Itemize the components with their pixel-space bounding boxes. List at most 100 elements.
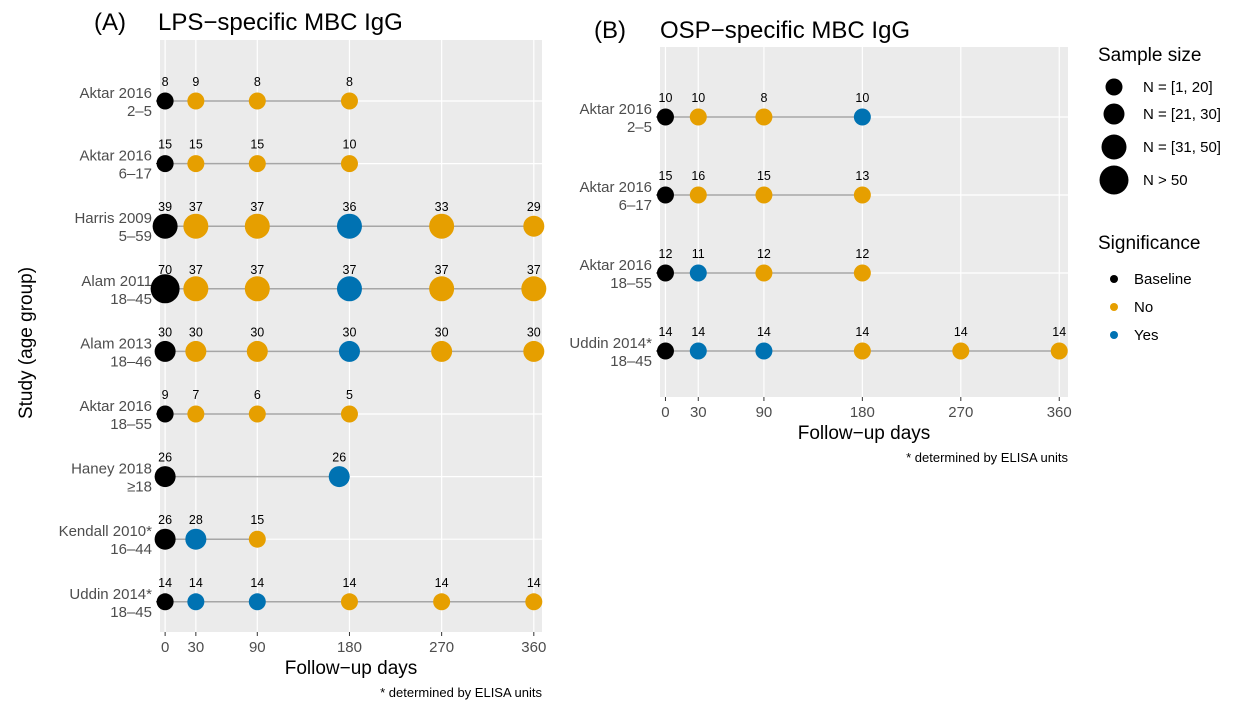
sample-size-label: 37: [189, 263, 203, 277]
x-tick-label: 180: [850, 404, 875, 421]
y-tick-label: Aktar 2016 18–55: [79, 398, 152, 433]
sample-size-label: 14: [659, 325, 673, 339]
y-tick-label: Uddin 2014* 18–45: [69, 586, 152, 621]
data-point: [246, 340, 268, 362]
y-tick-label-age: ≥18: [127, 479, 152, 496]
data-point: [248, 155, 266, 173]
y-tick-label-study: Kendall 2010*: [59, 523, 153, 540]
y-axis-label: Study (age group): [16, 267, 37, 419]
data-point: [156, 405, 174, 423]
data-point: [336, 213, 362, 239]
panel-title: LPS−specific MBC IgG: [158, 9, 403, 36]
x-axis-label: Follow−up days: [285, 658, 418, 679]
data-point: [336, 276, 362, 302]
panel-letter: (A): [94, 9, 126, 36]
data-point: [152, 213, 178, 239]
data-point: [154, 528, 176, 550]
legend-significance-label: Yes: [1134, 327, 1158, 344]
legend-size-title: Sample size: [1098, 45, 1202, 66]
data-point: [689, 264, 707, 282]
sample-size-label: 37: [527, 263, 541, 277]
sample-size-label: 13: [855, 169, 869, 183]
y-tick-label-study: Uddin 2014*: [569, 335, 652, 352]
sample-size-label: 37: [250, 263, 264, 277]
data-point: [340, 405, 358, 423]
y-tick-label: Aktar 2016 2–5: [79, 85, 152, 120]
y-tick-label: Harris 2009 5–59: [74, 210, 152, 245]
footnote: * determined by ELISA units: [906, 450, 1068, 465]
sample-size-label: 15: [659, 169, 673, 183]
sample-size-label: 14: [158, 576, 172, 590]
panel-background: [660, 47, 1068, 397]
x-tick-label: 30: [690, 404, 707, 421]
x-tick-label: 90: [249, 639, 266, 656]
sample-size-label: 37: [250, 200, 264, 214]
y-tick-label-age: 2–5: [127, 103, 152, 120]
data-point: [429, 276, 455, 302]
data-point: [433, 593, 451, 611]
y-tick-label-age: 18–45: [110, 291, 152, 308]
y-tick-label-age: 2–5: [627, 119, 652, 136]
y-tick-label: Aktar 2016 18–55: [579, 257, 652, 292]
footnote: * determined by ELISA units: [380, 685, 542, 700]
sample-size-label: 9: [162, 388, 169, 402]
x-tick-label: 0: [161, 639, 169, 656]
sample-size-label: 39: [158, 200, 172, 214]
data-point: [853, 342, 871, 360]
sample-size-label: 15: [250, 138, 264, 152]
sample-size-label: 26: [332, 451, 346, 465]
data-point: [248, 405, 266, 423]
sample-size-label: 36: [343, 200, 357, 214]
sample-size-label: 14: [855, 325, 869, 339]
y-tick-label: Aktar 2016 6–17: [579, 179, 652, 214]
y-tick-label: Alam 2013 18–46: [80, 335, 152, 370]
data-point: [340, 92, 358, 110]
y-tick-label: Uddin 2014* 18–45: [569, 335, 652, 370]
sample-size-label: 12: [659, 247, 673, 261]
data-point: [248, 530, 266, 548]
sample-size-label: 30: [527, 325, 541, 339]
legend-significance-key: [1110, 303, 1118, 311]
sample-size-label: 12: [855, 247, 869, 261]
sample-size-label: 30: [189, 325, 203, 339]
y-tick-label-study: Uddin 2014*: [69, 586, 152, 603]
legend-significance-label: Baseline: [1134, 271, 1192, 288]
sample-size-label: 11: [692, 247, 705, 261]
data-point: [185, 340, 207, 362]
y-tick-label: Aktar 2016 6–17: [79, 148, 152, 183]
data-point: [853, 108, 871, 126]
y-tick-label-age: 18–45: [110, 604, 152, 621]
legend-significance-key: [1110, 331, 1118, 339]
data-point: [521, 276, 547, 302]
y-tick-label-age: 18–55: [610, 275, 652, 292]
legend: Sample size N = [1, 20]N = [21, 30]N = […: [1098, 45, 1221, 344]
data-point: [244, 213, 270, 239]
sample-size-label: 15: [250, 513, 264, 527]
sample-size-label: 37: [343, 263, 357, 277]
sample-size-label: 15: [189, 138, 203, 152]
sample-size-label: 26: [158, 513, 172, 527]
legend-significance-label: No: [1134, 299, 1153, 316]
sample-size-label: 33: [435, 200, 449, 214]
sample-size-label: 16: [691, 169, 705, 183]
data-point: [338, 340, 360, 362]
x-tick-label: 0: [661, 404, 669, 421]
data-point: [656, 186, 674, 204]
data-point: [755, 264, 773, 282]
sample-size-label: 14: [435, 576, 449, 590]
sample-size-label: 6: [254, 388, 261, 402]
legend-size-label: N = [21, 30]: [1143, 106, 1221, 123]
data-point: [187, 155, 205, 173]
sample-size-label: 10: [343, 138, 357, 152]
y-tick-label-study: Aktar 2016: [579, 101, 652, 118]
data-point: [431, 340, 453, 362]
y-tick-label-study: Aktar 2016: [579, 257, 652, 274]
y-tick-label-age: 18–46: [110, 353, 152, 370]
data-point: [523, 340, 545, 362]
sample-size-label: 10: [659, 91, 673, 105]
data-point: [340, 155, 358, 173]
legend-size-label: N > 50: [1143, 172, 1188, 189]
